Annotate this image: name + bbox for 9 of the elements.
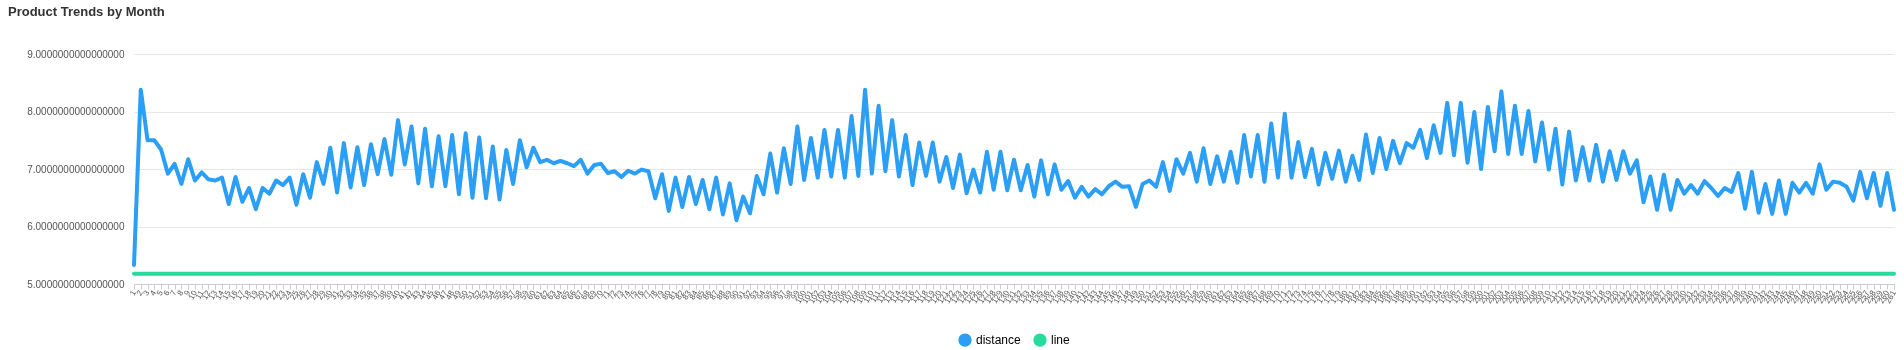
legend-label: distance [976, 333, 1022, 348]
legend-label: line [1051, 333, 1071, 348]
y-tick-label: 8.0000000000000000 [27, 106, 125, 117]
y-tick-label: 7.0000000000000000 [27, 163, 125, 175]
line-series [132, 87, 1896, 268]
y-tick-label: 9.0000000000000000 [27, 48, 125, 60]
chart-title: Product Trends by Month [8, 4, 165, 19]
y-tick-label: 6.0000000000000000 [27, 221, 125, 232]
y-tick-label: 5.0000000000000000 [27, 278, 125, 290]
